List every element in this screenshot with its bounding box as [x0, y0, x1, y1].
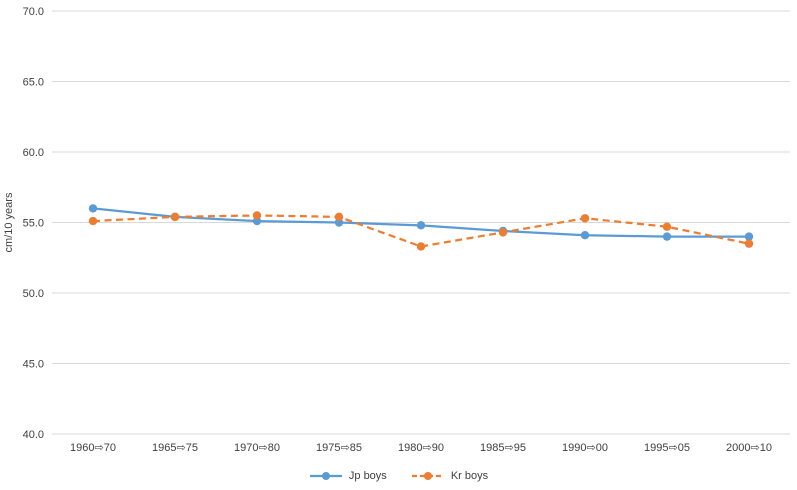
legend-jp-boys-sample-icon [309, 472, 342, 480]
x-tick-label: 1975⇨85 [316, 442, 362, 454]
kr-boys-marker [252, 211, 262, 220]
kr-boys-marker [334, 212, 344, 222]
kr-boys-marker [170, 212, 180, 222]
kr-boys-marker [416, 242, 426, 251]
jp-boys-marker [88, 204, 98, 213]
y-tick-label: 45.0 [23, 359, 44, 371]
jp-boys-marker [416, 221, 426, 230]
legend-item-jp-boys: Jp boys [309, 470, 387, 482]
x-tick-label: 1970⇨80 [234, 442, 280, 454]
kr-boys-marker [580, 214, 590, 223]
y-tick-label: 70.0 [23, 6, 44, 18]
kr-boys-line [92, 214, 750, 248]
y-tick-label: 40.0 [23, 429, 44, 441]
y-tick-label: 65.0 [23, 77, 44, 89]
x-tick-label: 1965⇨75 [152, 442, 198, 454]
jp-boys-marker [580, 230, 590, 240]
y-tick-label: 55.0 [23, 218, 44, 230]
kr-boys-marker [662, 222, 672, 231]
kr-boys-marker [744, 239, 754, 248]
x-tick-label: 1980⇨90 [398, 442, 444, 454]
x-tick-label: 1960⇨70 [70, 442, 116, 454]
legend-label-kr-boys: Kr boys [450, 470, 489, 482]
y-tick-label: 60.0 [23, 147, 44, 159]
kr-boys-marker [88, 216, 98, 226]
x-tick-label: 1985⇨95 [480, 442, 526, 454]
legend-kr-boys-sample-icon [411, 472, 444, 480]
chart-legend: Jp boys Kr boys [0, 466, 797, 486]
y-axis-title: cm/10 years [3, 192, 15, 252]
plot-area: 40.0 45.0 50.0 55.0 60.0 65.0 70.0 1960⇨70 1965⇨… [3, 6, 790, 454]
x-tick-label: 2000⇨10 [726, 442, 772, 454]
y-tick-label: 50.0 [23, 288, 44, 300]
kr-boys-marker [498, 228, 508, 237]
jp-boys-marker [744, 232, 754, 241]
legend-item-kr-boys: Kr boys [411, 470, 488, 482]
x-tick-label: 1995⇨05 [644, 442, 690, 454]
jp-boys-marker [662, 232, 672, 241]
legend-label-jp-boys: Jp boys [348, 470, 387, 482]
x-tick-label: 1990⇨00 [562, 442, 608, 454]
